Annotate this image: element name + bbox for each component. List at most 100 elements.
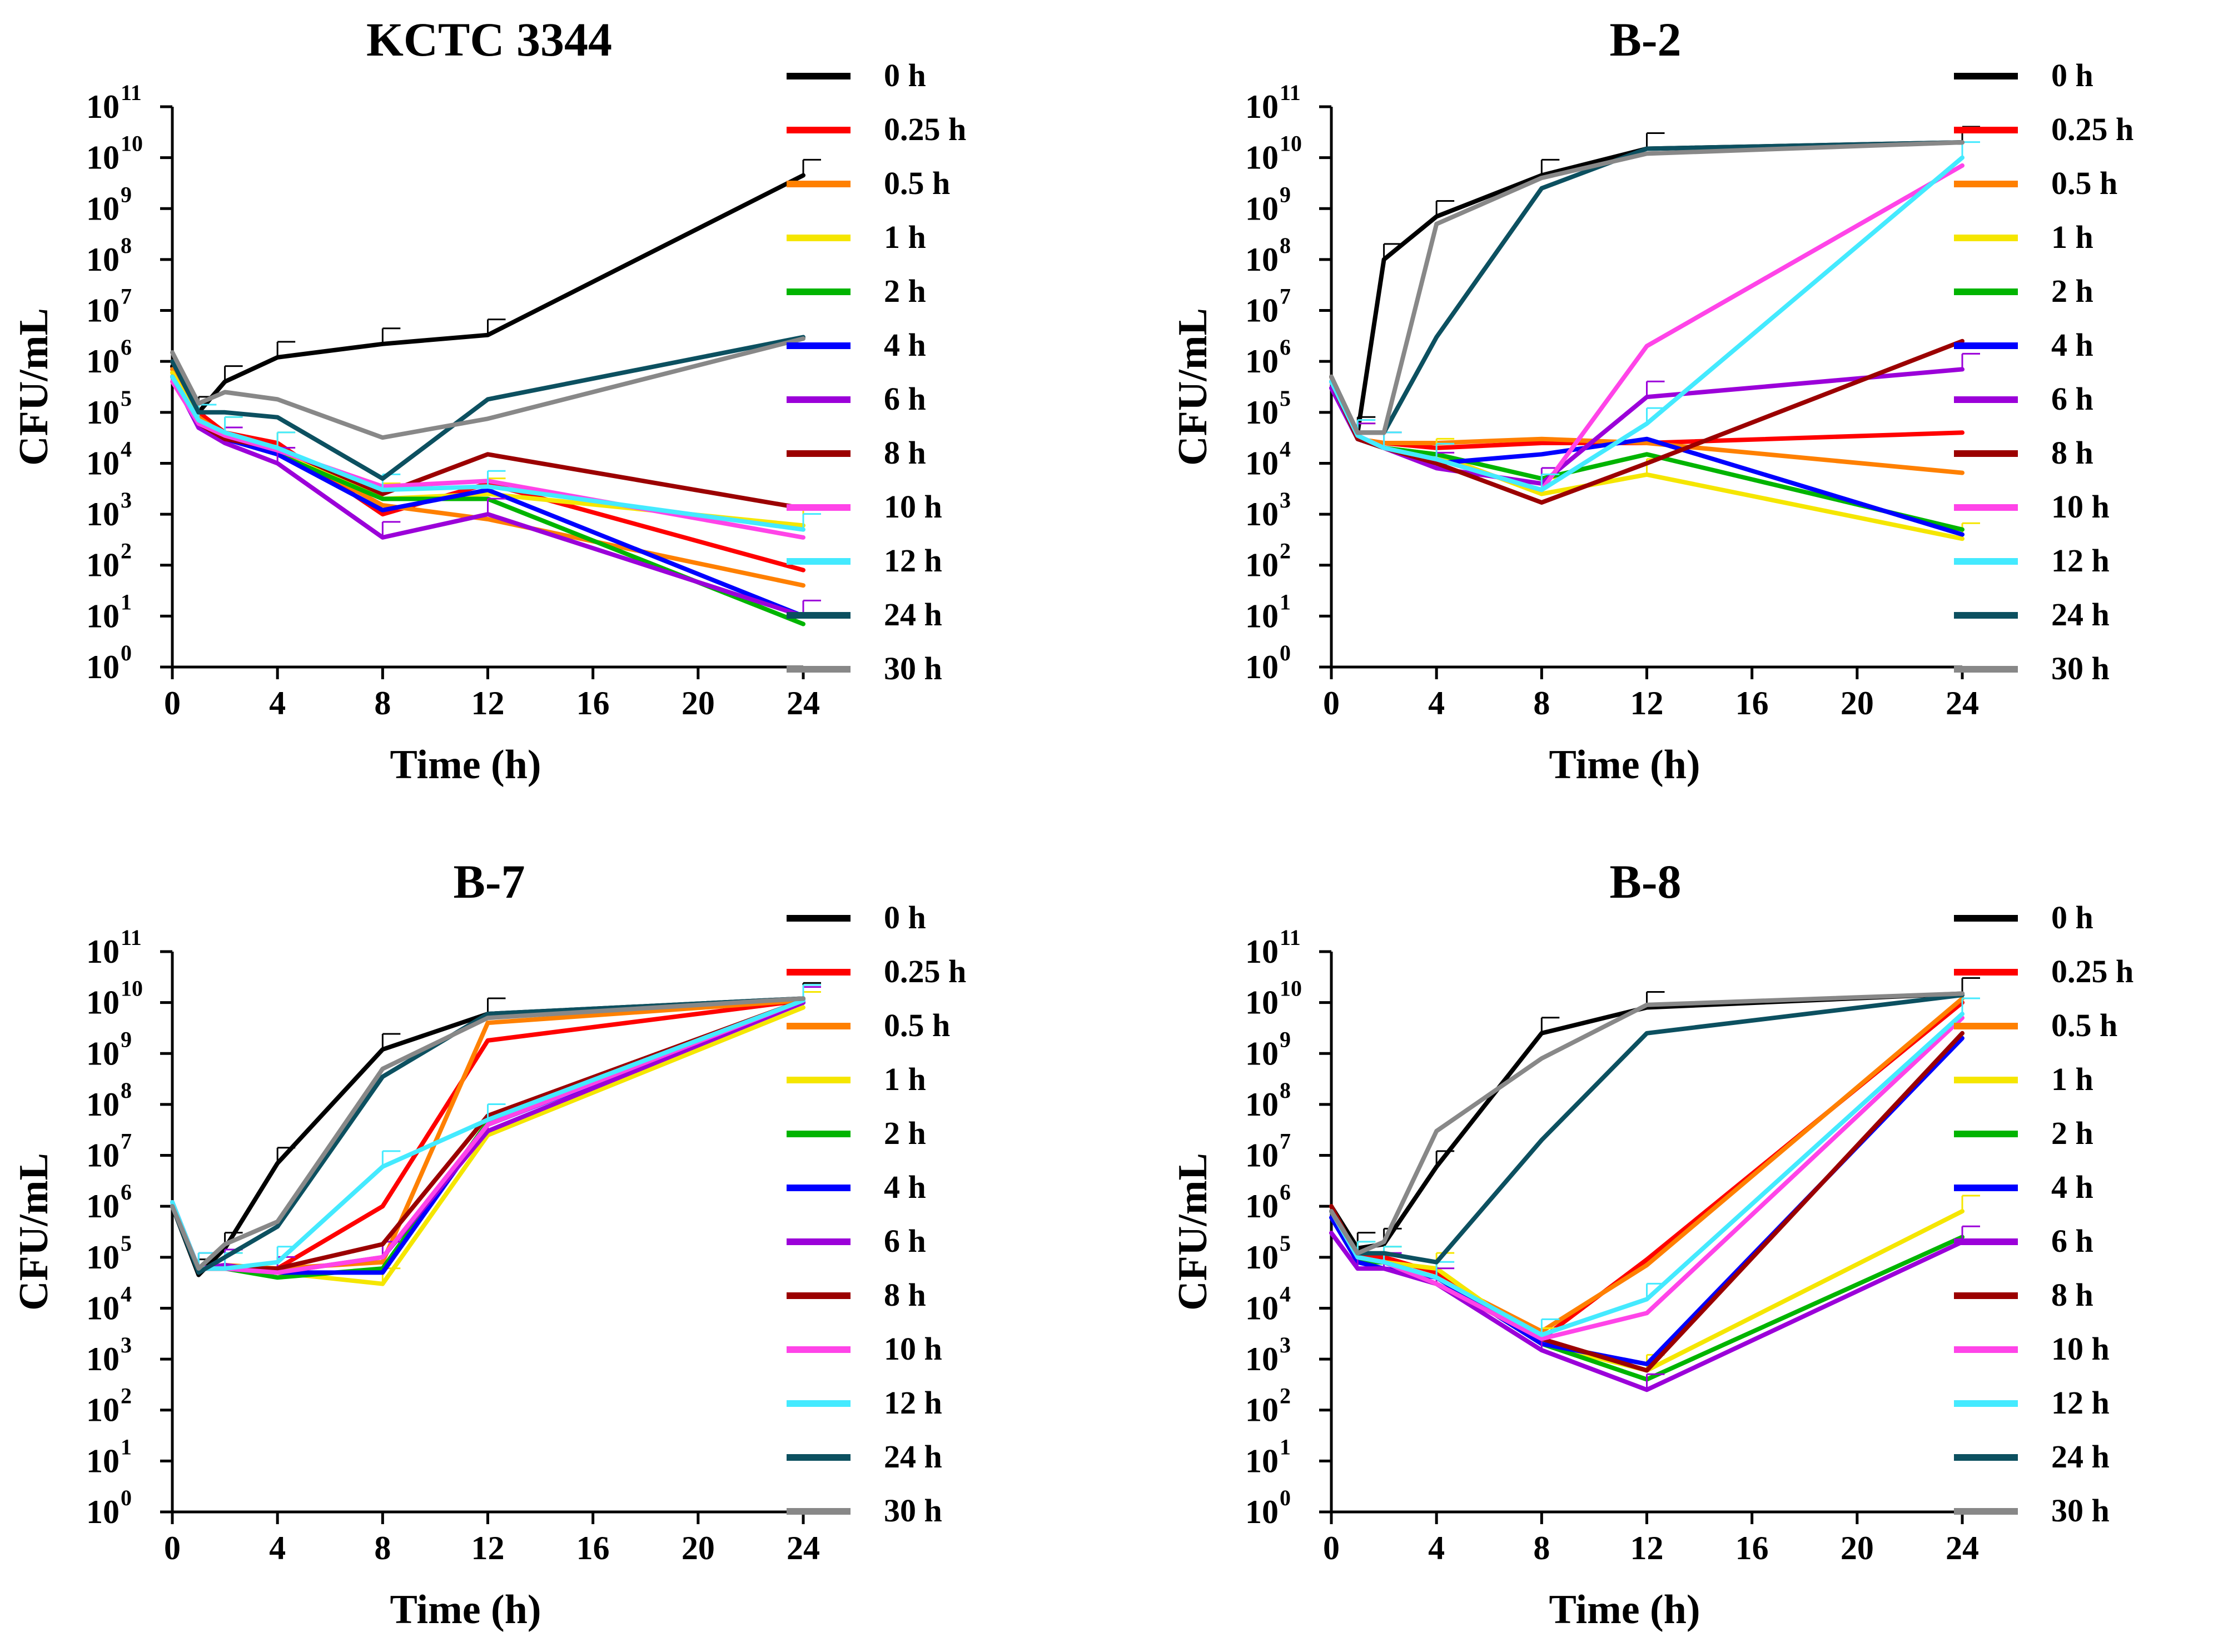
legend-item: 1 h xyxy=(1954,219,2093,255)
y-tick-exponent: 11 xyxy=(121,80,142,105)
y-tick-exponent: 2 xyxy=(121,539,132,564)
y-tick-base: 10 xyxy=(86,1239,120,1276)
y-tick-exponent: 0 xyxy=(1280,640,1291,665)
y-tick-base: 10 xyxy=(1245,1494,1279,1530)
y-tick-label: 10 xyxy=(86,1137,120,1174)
y-axis-title: CFU/mL xyxy=(1170,1153,1216,1311)
legend-item: 8 h xyxy=(787,1277,926,1313)
data-point xyxy=(171,371,174,375)
y-tick-label: 10 xyxy=(86,343,120,380)
legend-label: 8 h xyxy=(2051,435,2093,471)
y-tick-base: 10 xyxy=(1245,292,1279,329)
legend-item: 0.5 h xyxy=(787,1007,950,1043)
y-tick-label: 10 xyxy=(1245,1137,1279,1174)
y-tick-base: 10 xyxy=(86,547,120,584)
x-tick-label: 20 xyxy=(1841,1530,1874,1566)
legend-item: 30 h xyxy=(787,650,942,686)
y-tick-label: 10 xyxy=(1245,292,1279,329)
legend-label: 6 h xyxy=(2051,381,2093,417)
x-tick-label: 20 xyxy=(682,1530,715,1566)
y-tick-exponent: 4 xyxy=(1280,436,1291,461)
y-tick-exponent: 9 xyxy=(1280,1027,1291,1052)
legend-label: 1 h xyxy=(2051,1061,2093,1097)
data-point xyxy=(1961,431,1964,435)
y-tick-base: 10 xyxy=(1245,343,1279,380)
data-point xyxy=(1645,1263,1649,1267)
data-point xyxy=(1961,1031,1964,1035)
y-tick-base: 10 xyxy=(86,343,120,380)
data-point xyxy=(1330,375,1333,379)
data-point xyxy=(197,410,201,414)
series-line xyxy=(170,173,805,415)
legend-label: 30 h xyxy=(2051,1492,2110,1529)
y-tick-base: 10 xyxy=(86,1341,120,1377)
x-tick-label: 16 xyxy=(576,685,610,721)
legend-item: 0.25 h xyxy=(787,111,966,147)
data-point xyxy=(1961,163,1964,167)
y-tick-base: 10 xyxy=(86,1035,120,1072)
chart-title: B-8 xyxy=(1610,855,1682,908)
legend-item: 0.5 h xyxy=(1954,165,2117,201)
data-point xyxy=(223,1242,227,1246)
data-point xyxy=(223,437,227,441)
y-tick-label: 10 xyxy=(86,1392,120,1429)
y-tick-exponent: 10 xyxy=(121,976,143,1001)
data-point xyxy=(197,1271,201,1275)
legend-label: 12 h xyxy=(2051,1385,2110,1421)
data-point xyxy=(1330,1210,1333,1213)
chart-title: B-7 xyxy=(454,855,525,908)
data-point xyxy=(381,1067,385,1071)
y-tick-exponent: 3 xyxy=(121,487,132,512)
y-tick-label: 10 xyxy=(86,1290,120,1326)
legend-item: 0.25 h xyxy=(1954,111,2133,147)
y-tick-label: 10 xyxy=(86,1035,120,1072)
legend-item: 4 h xyxy=(1954,327,2093,363)
data-point xyxy=(1645,152,1649,156)
y-tick-base: 10 xyxy=(1245,1035,1279,1072)
y-tick-label: 10 xyxy=(1245,547,1279,584)
legend-item: 10 h xyxy=(1954,489,2110,525)
legend-item: 4 h xyxy=(1954,1169,2093,1205)
data-point xyxy=(223,390,227,394)
x-axis-title: Time (h) xyxy=(1549,742,1700,788)
y-tick-exponent: 6 xyxy=(121,1180,132,1205)
data-point xyxy=(802,997,805,1001)
x-tick-label: 12 xyxy=(1630,685,1664,721)
legend-label: 24 h xyxy=(2051,596,2110,633)
series-24-h xyxy=(170,335,805,481)
legend-label: 4 h xyxy=(2051,327,2093,363)
data-point xyxy=(381,1242,385,1246)
y-tick-label: 10 xyxy=(1245,984,1279,1021)
data-point xyxy=(486,1038,490,1042)
legend-item: 8 h xyxy=(787,435,926,471)
data-point xyxy=(1435,1260,1439,1264)
data-point xyxy=(171,375,174,379)
legend-label: 10 h xyxy=(2051,1331,2110,1367)
data-point xyxy=(381,1205,385,1208)
data-point xyxy=(276,1271,280,1275)
series-30-h xyxy=(1329,991,1965,1256)
x-tick-label: 24 xyxy=(1946,685,1979,721)
data-point xyxy=(1645,1369,1649,1372)
x-tick-label: 4 xyxy=(1428,1530,1445,1566)
y-tick-label: 10 xyxy=(86,88,120,125)
legend-item: 10 h xyxy=(787,1331,942,1367)
legend-label: 0.25 h xyxy=(884,111,966,147)
series-0-h xyxy=(1329,126,1980,435)
y-axis-title: CFU/mL xyxy=(1170,308,1216,466)
data-point xyxy=(171,1200,174,1204)
legend-label: 8 h xyxy=(2051,1277,2093,1313)
data-point xyxy=(381,512,385,516)
y-tick-exponent: 10 xyxy=(121,131,143,156)
y-tick-label: 10 xyxy=(86,1341,120,1377)
legend-label: 0.25 h xyxy=(2051,953,2133,989)
x-tick-label: 24 xyxy=(787,685,820,721)
legend-item: 2 h xyxy=(787,273,926,309)
data-point xyxy=(1645,1311,1649,1315)
legend-label: 4 h xyxy=(2051,1169,2093,1205)
y-tick-label: 10 xyxy=(1245,1290,1279,1326)
legend-item: 6 h xyxy=(787,381,926,417)
y-tick-exponent: 5 xyxy=(121,1231,132,1256)
data-point xyxy=(1645,1362,1649,1366)
